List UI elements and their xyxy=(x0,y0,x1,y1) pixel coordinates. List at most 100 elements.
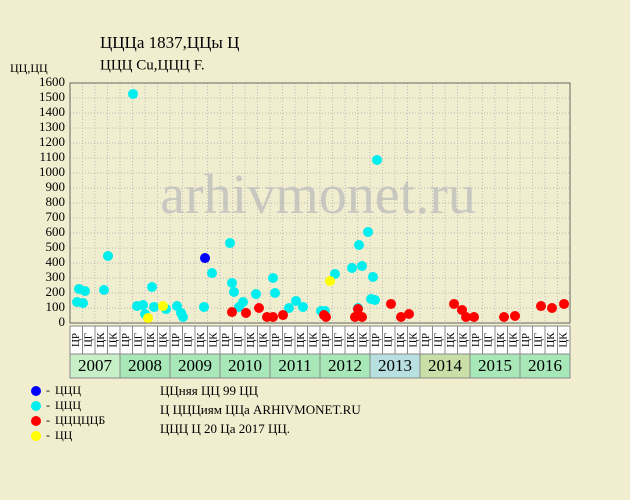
x-sub-label: ЦР xyxy=(470,333,482,347)
year-cell xyxy=(69,353,121,379)
year-cell xyxy=(419,353,471,379)
y-tick-label: 0 xyxy=(59,314,66,329)
x-sub-label: ЦР xyxy=(520,333,532,347)
x-year-label: 2015 xyxy=(478,356,512,375)
x-year-label: 2007 xyxy=(78,356,113,375)
x-sub-label: ЦК xyxy=(457,332,469,348)
x-year-label: 2009 xyxy=(178,356,212,375)
year-cell xyxy=(319,353,371,379)
point xyxy=(200,253,210,264)
x-sub-label: ЦК xyxy=(557,332,569,348)
point xyxy=(229,286,239,297)
point xyxy=(396,312,406,322)
point xyxy=(268,273,278,283)
point xyxy=(469,312,479,322)
point xyxy=(368,271,378,282)
x-sub-label: ЦР xyxy=(170,333,182,347)
y-tick-label: 1300 xyxy=(39,119,65,134)
y-tick-label: 1000 xyxy=(39,164,65,179)
year-cell xyxy=(519,353,571,379)
point xyxy=(143,313,153,324)
y-tick-label: 200 xyxy=(46,284,66,299)
x-sub-label: ЦГ xyxy=(432,333,444,347)
legend-dash: - xyxy=(46,383,50,397)
legend-dash: - xyxy=(46,413,50,427)
point xyxy=(559,298,569,309)
point xyxy=(353,304,363,315)
point xyxy=(325,276,335,286)
legend-label: ЦЦЦ xyxy=(55,383,81,397)
x-sub-label: ЦГ xyxy=(182,333,194,347)
point xyxy=(372,154,382,165)
point xyxy=(499,312,509,322)
point xyxy=(254,303,264,313)
y-tick-label: 300 xyxy=(46,269,66,284)
point xyxy=(278,310,288,321)
x-year-label: 2008 xyxy=(128,356,162,375)
x-sub-label: ЦК xyxy=(545,332,557,348)
x-sub-label: ЦК xyxy=(107,332,119,348)
point xyxy=(128,88,138,99)
legend-marker xyxy=(31,431,41,441)
point xyxy=(178,312,188,322)
y-tick-label: 1200 xyxy=(39,134,65,149)
y-axis-label: ЦЦ,ЦЦ xyxy=(10,61,48,75)
x-sub-label: ЦК xyxy=(157,332,169,348)
point xyxy=(103,250,113,261)
x-sub-label: ЦГ xyxy=(382,333,394,347)
legend-dash: - xyxy=(46,398,50,412)
x-sub-label: ЦГ xyxy=(132,333,144,347)
point xyxy=(547,303,557,313)
x-year-label: 2011 xyxy=(278,356,311,375)
point xyxy=(207,268,217,279)
point xyxy=(363,226,373,237)
point xyxy=(330,268,340,279)
legend-dash: - xyxy=(46,428,50,442)
y-tick-label: 600 xyxy=(46,224,66,239)
y-tick-label: 800 xyxy=(46,194,66,209)
chart-subtitle: ЦЦЦ Cu,ЦЦЦ F. xyxy=(100,57,205,73)
point xyxy=(347,262,357,273)
legend-label: ЦЦЦЦЦБ xyxy=(55,413,105,427)
note: ЦЦЦ Ц 20 Цa 2017 ЦЦ. xyxy=(160,421,290,436)
point xyxy=(199,301,209,312)
point xyxy=(291,295,301,306)
x-sub-label: ЦК xyxy=(95,332,107,348)
point xyxy=(461,312,471,322)
watermark: arhivmonet.ru xyxy=(160,164,476,226)
x-sub-label: ЦК xyxy=(145,332,157,348)
x-sub-label: ЦК xyxy=(495,332,507,348)
point xyxy=(138,300,148,310)
x-sub-label: ЦР xyxy=(220,333,232,347)
point xyxy=(99,285,109,295)
chart-title: ЦЦЦа 1837,ЦЦы Ц xyxy=(100,33,239,52)
x-year-label: 2016 xyxy=(528,356,562,375)
x-sub-label: ЦР xyxy=(370,333,382,347)
plot-frame xyxy=(69,82,571,324)
y-tick-label: 100 xyxy=(46,299,66,314)
y-tick-label: 900 xyxy=(46,179,66,194)
x-year-label: 2012 xyxy=(328,356,362,375)
point xyxy=(227,307,237,318)
x-sub-label: ЦР xyxy=(70,333,82,347)
note: Ц ЦЦЦиям ЦЦа ARHIVMONET.RU xyxy=(160,402,361,417)
x-sub-label: ЦК xyxy=(295,332,307,348)
point xyxy=(158,301,168,312)
point xyxy=(357,312,367,322)
x-sub-label: ЦК xyxy=(195,332,207,348)
point xyxy=(225,238,235,249)
y-tick-label: 1100 xyxy=(39,149,65,164)
point xyxy=(251,289,261,300)
point xyxy=(147,282,157,292)
legend-marker xyxy=(31,416,41,426)
point xyxy=(238,297,248,307)
x-sub-label: ЦГ xyxy=(82,333,94,347)
point xyxy=(370,295,380,306)
point xyxy=(536,301,546,312)
x-year-label: 2013 xyxy=(378,356,412,375)
point xyxy=(270,288,280,298)
x-year-label: 2014 xyxy=(428,356,463,375)
year-cell xyxy=(269,353,321,379)
year-cell xyxy=(119,353,171,379)
